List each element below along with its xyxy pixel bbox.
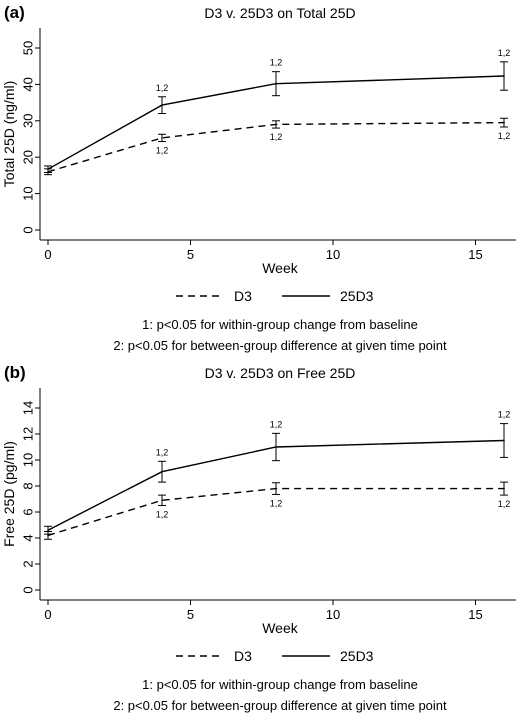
legend-label-d3: D3 bbox=[234, 288, 252, 304]
data-point bbox=[161, 137, 163, 139]
y-tick-label: 40 bbox=[21, 77, 36, 91]
data-point bbox=[503, 121, 505, 124]
significance-label: 1,2 bbox=[156, 510, 169, 520]
significance-label: 1,2 bbox=[156, 447, 169, 457]
significance-label: 1,2 bbox=[270, 419, 283, 429]
significance-label: 1,2 bbox=[498, 410, 511, 420]
x-tick-label: 15 bbox=[468, 247, 482, 262]
data-point bbox=[503, 439, 505, 442]
data-point bbox=[47, 168, 49, 171]
x-tick-label: 0 bbox=[44, 247, 51, 262]
footnote: 1: p<0.05 for within-group change from b… bbox=[142, 317, 418, 332]
significance-label: 1,2 bbox=[498, 499, 511, 509]
series-line-25d3 bbox=[47, 439, 505, 531]
significance-label: 1,2 bbox=[498, 48, 511, 58]
significance-label: 1,2 bbox=[270, 498, 283, 508]
y-axis-label: Free 25D (pg/ml) bbox=[1, 441, 17, 547]
chart-b-svg: (b) D3 v. 25D3 on Free 25D 0 2 4 6 8 10 12 14 0 5 10… bbox=[1, 363, 516, 713]
significance-label: 1,2 bbox=[270, 58, 283, 68]
x-tick-label: 10 bbox=[326, 247, 340, 262]
significance-label: 1,2 bbox=[270, 132, 283, 142]
x-tick-label: 5 bbox=[187, 247, 194, 262]
y-tick-label: 10 bbox=[21, 186, 36, 200]
y-tick-label: 4 bbox=[21, 534, 36, 541]
significance-label: 1,2 bbox=[156, 83, 169, 93]
chart-panel-b: (b) D3 v. 25D3 on Free 25D 0 2 4 6 8 10 12 14 0 5 10… bbox=[0, 360, 520, 720]
y-tick-label: 2 bbox=[21, 560, 36, 567]
series-line-25d3 bbox=[47, 75, 505, 170]
data-point bbox=[503, 487, 505, 490]
y-tick-label: 8 bbox=[21, 482, 36, 489]
x-axis-label: Week bbox=[262, 260, 299, 276]
legend-label-25d3: 25D3 bbox=[340, 648, 374, 664]
chart-a-svg: (a) D3 v. 25D3 on Total 25D 0 10 20 30 40 50 0 5 1… bbox=[1, 3, 516, 353]
data-point bbox=[47, 529, 49, 531]
y-tick-label: 50 bbox=[21, 41, 36, 55]
chart-panel-a: (a) D3 v. 25D3 on Total 25D 0 10 20 30 40 50 0 5 1… bbox=[0, 0, 520, 360]
panel-label: (a) bbox=[4, 3, 25, 22]
significance-label: 1,2 bbox=[156, 146, 169, 156]
data-point bbox=[161, 104, 163, 106]
y-tick-label: 10 bbox=[21, 453, 36, 467]
data-point bbox=[503, 75, 505, 77]
y-tick-label: 0 bbox=[21, 226, 36, 233]
x-tick-label: 5 bbox=[187, 607, 194, 622]
y-tick-label: 20 bbox=[21, 150, 36, 164]
footnote: 2: p<0.05 for between-group difference a… bbox=[113, 698, 447, 713]
data-point bbox=[47, 534, 49, 537]
footnote: 2: p<0.05 for between-group difference a… bbox=[113, 338, 447, 353]
x-axis-label: Week bbox=[262, 620, 299, 636]
legend-label-d3: D3 bbox=[234, 648, 252, 664]
x-tick-label: 0 bbox=[44, 607, 51, 622]
chart-title: D3 v. 25D3 on Free 25D bbox=[205, 365, 356, 381]
y-tick-label: 12 bbox=[21, 427, 36, 441]
data-point bbox=[275, 82, 277, 85]
y-tick-label: 6 bbox=[21, 508, 36, 515]
footnote: 1: p<0.05 for within-group change from b… bbox=[142, 677, 418, 692]
x-tick-label: 10 bbox=[326, 607, 340, 622]
y-tick-label: 14 bbox=[21, 401, 36, 415]
y-tick-label: 30 bbox=[21, 114, 36, 128]
data-point bbox=[275, 487, 277, 490]
chart-title: D3 v. 25D3 on Total 25D bbox=[204, 5, 355, 21]
data-point bbox=[161, 499, 163, 502]
legend-label-25d3: 25D3 bbox=[340, 288, 374, 304]
data-point bbox=[161, 470, 163, 473]
panel-label: (b) bbox=[4, 363, 26, 382]
significance-label: 1,2 bbox=[498, 131, 511, 141]
data-point bbox=[275, 446, 277, 448]
y-axis-label: Total 25D (ng/ml) bbox=[1, 81, 17, 188]
x-tick-label: 15 bbox=[468, 607, 482, 622]
y-tick-label: 0 bbox=[21, 586, 36, 593]
data-point bbox=[275, 123, 277, 126]
